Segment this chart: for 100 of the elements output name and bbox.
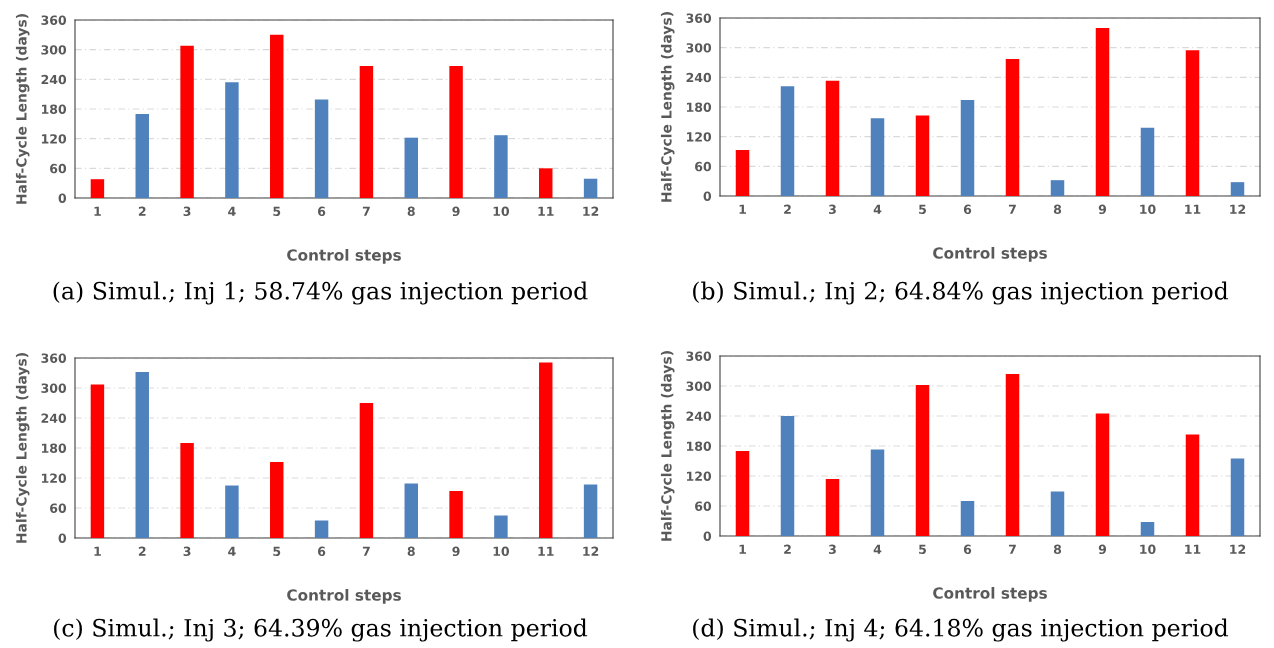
x-tick-label: 5 <box>273 206 281 217</box>
bar <box>90 384 105 538</box>
bar <box>539 362 553 538</box>
x-tick-label: 2 <box>138 206 146 216</box>
bar <box>960 100 975 196</box>
bar <box>583 484 598 538</box>
y-axis-title: Half-Cycle Length (days) <box>15 14 30 204</box>
x-tick-label: 3 <box>828 204 836 215</box>
x-tick-label: 11 <box>538 206 554 216</box>
bar <box>1230 458 1245 536</box>
bar <box>870 118 885 196</box>
x-tick-label: 9 <box>452 206 460 217</box>
y-tick-label: 60 <box>50 503 67 513</box>
bar <box>1185 434 1200 536</box>
bar <box>90 179 105 198</box>
y-tick-label: 180 <box>686 441 712 451</box>
x-tick-label: 11 <box>1185 544 1201 554</box>
text: (a) Simul.; Inj 1; 58.74% gas injection period <box>53 281 588 305</box>
bar <box>915 385 930 536</box>
y-tick-label: 240 <box>41 413 67 423</box>
y-tick-label: 360 <box>41 353 67 363</box>
x-tick-label: 12 <box>1230 544 1246 554</box>
bar <box>270 462 284 538</box>
x-tick-label: 10 <box>493 206 510 217</box>
bar <box>270 34 284 198</box>
bar <box>314 520 329 538</box>
x-tick-label: 4 <box>873 204 882 214</box>
x-tick-label: 6 <box>318 546 326 557</box>
x-tick-label: 8 <box>407 546 415 557</box>
y-tick-label: 360 <box>686 351 712 361</box>
x-tick-label: 1 <box>94 206 101 216</box>
bar <box>135 372 149 538</box>
text: (c) Simul.; Inj 3; 64.39% gas injection period <box>54 618 588 642</box>
y-tick-label: 180 <box>686 102 712 112</box>
x-tick-label: 7 <box>1008 204 1016 214</box>
x-tick-label: 7 <box>362 206 370 216</box>
bar <box>135 113 149 198</box>
bar <box>359 403 374 538</box>
x-tick-label: 10 <box>1140 204 1156 215</box>
bar <box>359 65 374 198</box>
y-tick-label: 240 <box>686 72 712 83</box>
bar <box>180 45 194 198</box>
x-tick-label: 5 <box>919 204 926 215</box>
bar <box>539 168 553 198</box>
bar <box>1185 50 1200 196</box>
bar <box>735 451 750 536</box>
y-axis-title: Half-Cycle Length (days) <box>660 351 675 541</box>
bar <box>1050 180 1065 196</box>
x-tick-label: 8 <box>1053 544 1062 555</box>
x-tick-label: 8 <box>1053 204 1062 215</box>
x-tick-label: 11 <box>1185 204 1201 214</box>
bar <box>449 65 463 198</box>
bar <box>780 416 795 536</box>
y-tick-label: 300 <box>41 383 67 393</box>
text: (d) Simul.; Inj 4; 64.18% gas injection period <box>693 618 1229 642</box>
x-axis-title: Control steps <box>933 586 1047 602</box>
bar <box>314 99 329 198</box>
x-tick-label: 3 <box>183 546 191 557</box>
bar <box>960 501 975 536</box>
bar <box>1095 413 1110 536</box>
x-tick-label: 7 <box>362 546 370 556</box>
x-axis-title: Control steps <box>933 246 1047 262</box>
y-tick-label: 0 <box>703 531 712 541</box>
y-tick-label: 240 <box>686 411 712 421</box>
x-tick-label: 12 <box>583 206 599 216</box>
x-tick-label: 12 <box>1230 204 1246 214</box>
y-tick-label: 180 <box>41 443 67 453</box>
x-tick-label: 10 <box>493 546 510 557</box>
y-tick-label: 0 <box>703 191 712 201</box>
x-tick-label: 9 <box>1098 544 1107 555</box>
x-axis-title: Control steps <box>287 248 401 264</box>
x-tick-label: 11 <box>538 546 554 556</box>
y-tick-label: 120 <box>686 471 712 481</box>
bar <box>1095 27 1110 196</box>
bar <box>494 135 508 198</box>
bar <box>825 479 840 536</box>
bar <box>1005 59 1020 196</box>
x-axis-title: Control steps <box>287 588 401 604</box>
bar <box>735 150 750 196</box>
x-tick-label: 2 <box>784 204 791 214</box>
bar <box>780 86 795 196</box>
x-tick-label: 1 <box>739 204 746 214</box>
x-tick-label: 5 <box>273 546 281 557</box>
y-axis-title: Half-Cycle Length (days) <box>15 353 30 543</box>
y-tick-label: 300 <box>686 381 712 391</box>
x-tick-label: 1 <box>94 546 101 556</box>
text: (b) Simul.; Inj 2; 64.84% gas injection period <box>693 281 1229 305</box>
x-tick-label: 4 <box>228 206 236 216</box>
x-tick-label: 12 <box>583 546 599 556</box>
y-tick-label: 60 <box>695 501 712 511</box>
bar <box>1140 522 1155 536</box>
x-tick-label: 5 <box>919 544 926 555</box>
y-tick-label: 120 <box>41 473 67 483</box>
x-tick-label: 6 <box>318 206 326 217</box>
bar <box>870 449 885 536</box>
x-tick-label: 9 <box>1098 204 1107 215</box>
bar <box>915 115 930 196</box>
x-tick-label: 4 <box>228 546 236 556</box>
y-tick-label: 240 <box>41 74 67 85</box>
x-tick-label: 3 <box>828 544 836 555</box>
